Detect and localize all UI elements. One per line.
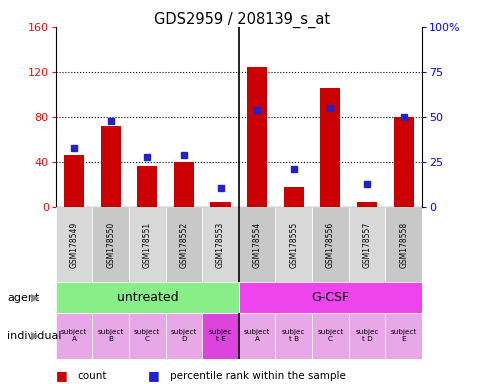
Bar — [384, 207, 421, 282]
Bar — [246, 68, 267, 207]
Point — [106, 118, 114, 124]
Bar — [100, 126, 121, 207]
Point — [216, 184, 224, 190]
Text: GSM178557: GSM178557 — [362, 222, 371, 268]
Bar — [166, 207, 202, 282]
Point — [143, 154, 151, 160]
Bar — [312, 313, 348, 359]
Bar — [348, 207, 385, 282]
Text: GSM178554: GSM178554 — [252, 222, 261, 268]
Bar — [275, 207, 312, 282]
Bar — [92, 207, 129, 282]
Text: untreated: untreated — [116, 291, 178, 304]
Bar — [166, 313, 202, 359]
Text: subject
E: subject E — [390, 329, 416, 342]
Text: subjec
t D: subjec t D — [355, 329, 378, 342]
Bar — [239, 313, 275, 359]
Point — [363, 181, 370, 187]
Bar — [239, 282, 421, 313]
Point — [253, 107, 260, 113]
Text: individual: individual — [7, 331, 61, 341]
Bar — [173, 162, 194, 207]
Text: GDS2959 / 208139_s_at: GDS2959 / 208139_s_at — [154, 12, 330, 28]
Bar — [202, 207, 239, 282]
Bar — [283, 187, 303, 207]
Bar — [202, 313, 239, 359]
Text: ▶: ▶ — [30, 293, 39, 303]
Text: ■: ■ — [148, 369, 159, 382]
Point — [70, 145, 78, 151]
Text: subjec
t B: subjec t B — [282, 329, 305, 342]
Text: GSM178553: GSM178553 — [215, 222, 225, 268]
Text: G-CSF: G-CSF — [311, 291, 349, 304]
Text: percentile rank within the sample: percentile rank within the sample — [169, 371, 345, 381]
Text: GSM178556: GSM178556 — [325, 222, 334, 268]
Text: count: count — [77, 371, 107, 381]
Bar — [64, 156, 84, 207]
Bar — [56, 313, 92, 359]
Text: GSM178552: GSM178552 — [179, 222, 188, 268]
Point — [326, 105, 333, 111]
Bar — [210, 202, 230, 207]
Text: GSM178550: GSM178550 — [106, 222, 115, 268]
Text: subject
C: subject C — [317, 329, 343, 342]
Point — [180, 152, 187, 158]
Bar — [312, 207, 348, 282]
Text: GSM178558: GSM178558 — [398, 222, 408, 268]
Bar — [129, 313, 166, 359]
Bar — [56, 207, 92, 282]
Text: ■: ■ — [56, 369, 67, 382]
Bar — [356, 202, 377, 207]
Bar — [137, 166, 157, 207]
Bar — [275, 313, 312, 359]
Bar — [92, 313, 129, 359]
Text: GSM178551: GSM178551 — [142, 222, 151, 268]
Bar — [56, 282, 239, 313]
Text: subject
A: subject A — [61, 329, 87, 342]
Point — [289, 166, 297, 172]
Bar — [129, 207, 166, 282]
Bar — [239, 207, 275, 282]
Text: agent: agent — [7, 293, 40, 303]
Bar — [319, 88, 340, 207]
Text: subject
C: subject C — [134, 329, 160, 342]
Bar — [384, 313, 421, 359]
Text: subjec
t E: subjec t E — [209, 329, 232, 342]
Bar — [393, 117, 413, 207]
Text: subject
D: subject D — [170, 329, 197, 342]
Text: ▶: ▶ — [30, 331, 39, 341]
Text: GSM178555: GSM178555 — [288, 222, 298, 268]
Bar — [348, 313, 385, 359]
Text: GSM178549: GSM178549 — [69, 222, 78, 268]
Text: subject
B: subject B — [97, 329, 123, 342]
Point — [399, 114, 407, 120]
Text: subject
A: subject A — [243, 329, 270, 342]
